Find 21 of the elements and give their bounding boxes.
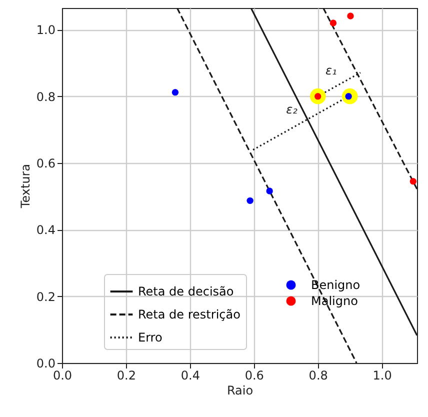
x-tick-label: 0.6 xyxy=(244,368,264,382)
y-tick-label: 0.4 xyxy=(36,223,56,238)
x-tick-label: 0.4 xyxy=(180,368,200,382)
legend-label: Reta de restrição xyxy=(138,308,240,322)
x-tick-label: 1.0 xyxy=(372,368,392,382)
y-tick-label: 0.8 xyxy=(36,90,56,104)
legend-label: Reta de decisão xyxy=(138,284,234,298)
y-axis-title: Textura xyxy=(18,164,32,210)
y-tick-label: 1.0 xyxy=(36,23,56,38)
annotation: ε₂ xyxy=(286,102,298,117)
legend-label: Erro xyxy=(138,330,162,344)
x-tick-label: 0.0 xyxy=(52,368,72,382)
legend-label: Maligno xyxy=(311,294,358,308)
x-tick-label: 0.8 xyxy=(308,368,328,382)
x-tick-label: 0.2 xyxy=(116,368,136,382)
annotation: ε₁ xyxy=(325,64,337,78)
y-tick-label: 0.0 xyxy=(36,356,56,370)
x-axis-title: Raio xyxy=(226,384,254,398)
legend-label: Benigno xyxy=(311,278,360,292)
y-tick-label: 0.2 xyxy=(36,290,56,304)
y-tick-label: 0.6 xyxy=(36,156,56,170)
